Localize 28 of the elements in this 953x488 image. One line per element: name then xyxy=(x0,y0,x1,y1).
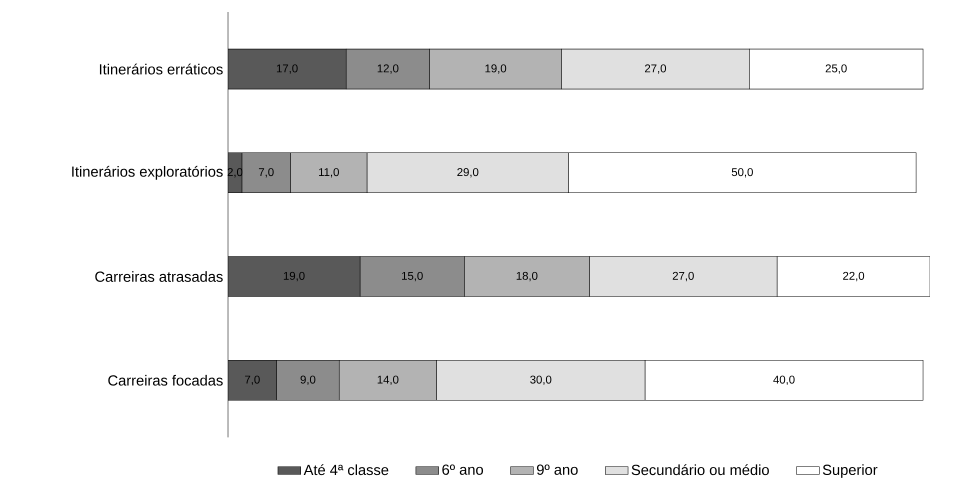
data-label: 7,0 xyxy=(245,376,260,385)
data-label: 17,0 xyxy=(276,64,298,74)
data-label: 27,0 xyxy=(672,272,694,282)
legend-label: Até 4ª classe xyxy=(304,464,388,476)
data-label: 11,0 xyxy=(319,168,339,178)
data-label: 15,0 xyxy=(402,272,423,282)
data-label: 30,0 xyxy=(530,376,552,385)
y-tick-label: Itinerários erráticos xyxy=(100,64,223,75)
data-label: 19,0 xyxy=(284,272,305,282)
data-label: 29,0 xyxy=(457,168,478,178)
legend-label: Secundário ou médio xyxy=(632,464,769,476)
data-label: 50,0 xyxy=(732,168,753,178)
data-label: 9,0 xyxy=(300,376,316,385)
data-label: 40,0 xyxy=(773,376,795,385)
data-label: 18,0 xyxy=(516,272,538,282)
data-label: 22,0 xyxy=(843,272,864,282)
data-label: 7,0 xyxy=(258,168,274,178)
y-tick-label: Itinerários exploratórios xyxy=(72,166,223,180)
y-tick-label: Carreiras atrasadas xyxy=(95,271,223,282)
y-tick-label: Carreiras focadas xyxy=(108,374,223,386)
legend-label: Superior xyxy=(822,464,878,478)
data-label: 12,0 xyxy=(378,64,398,74)
data-label: 14,0 xyxy=(378,376,398,385)
legend-label: 9º ano xyxy=(536,464,578,475)
data-label: 27,0 xyxy=(644,64,666,74)
legend-label: 6º ano xyxy=(442,464,484,475)
data-label: 25,0 xyxy=(826,64,847,74)
data-label: 19,0 xyxy=(485,64,506,74)
